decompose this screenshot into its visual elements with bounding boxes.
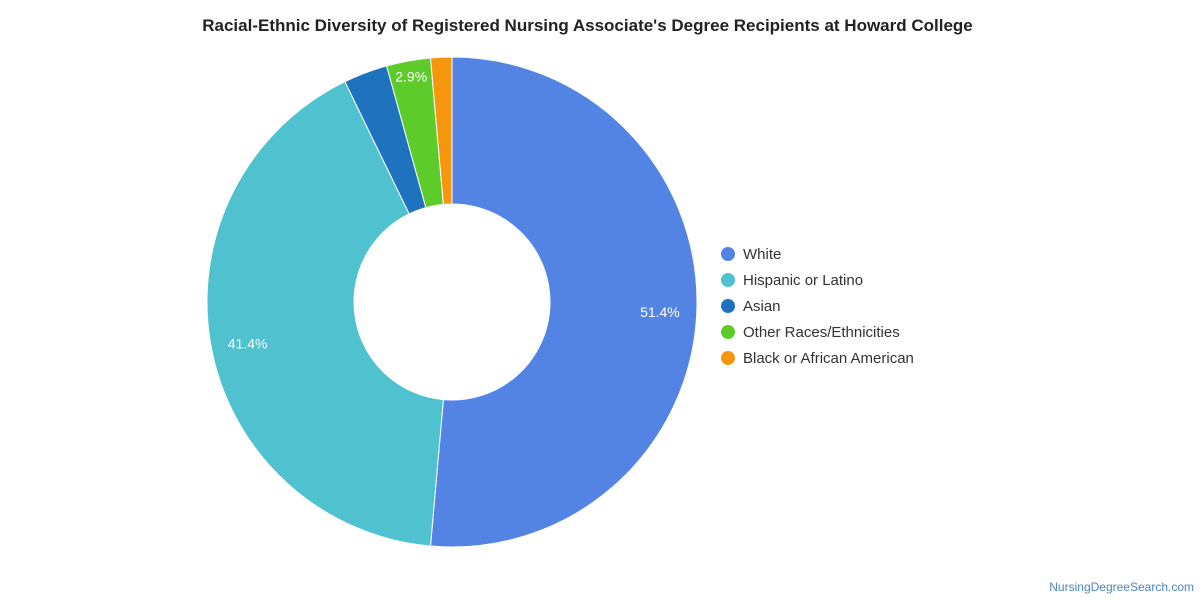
slice-black-or-african-american[interactable] (429, 56, 453, 205)
slice-label-white: 51.4% (640, 304, 680, 320)
slice-white[interactable] (429, 56, 698, 548)
slice-hispanic-or-latino[interactable] (206, 80, 444, 547)
legend-item-black-or-african-american[interactable]: Black or African American (721, 345, 914, 371)
chart-title: Racial-Ethnic Diversity of Registered Nu… (202, 16, 973, 35)
legend-label-black-or-african-american: Black or African American (743, 349, 914, 367)
legend-item-asian[interactable]: Asian (721, 293, 914, 319)
legend-swatch-other-races (721, 325, 735, 339)
legend-swatch-white (721, 247, 735, 261)
legend-label-other-races: Other Races/Ethnicities (743, 323, 900, 341)
legend-item-white[interactable]: White (721, 241, 914, 267)
legend-swatch-black-or-african-american (721, 351, 735, 365)
legend-item-hispanic-or-latino[interactable]: Hispanic or Latino (721, 267, 914, 293)
donut-chart: 51.4% 41.4% 2.9% (206, 56, 698, 548)
source-credit[interactable]: NursingDegreeSearch.com (1049, 580, 1194, 594)
slice-label-hispanic-or-latino: 41.4% (228, 335, 268, 351)
legend-label-white: White (743, 245, 782, 263)
slice-label-other-races-ethnicities: 2.9% (395, 69, 427, 85)
legend-swatch-hispanic-or-latino (721, 273, 735, 287)
legend-label-asian: Asian (743, 297, 781, 315)
legend: White Hispanic or Latino Asian Other Rac… (721, 241, 914, 371)
legend-item-other-races[interactable]: Other Races/Ethnicities (721, 319, 914, 345)
legend-swatch-asian (721, 299, 735, 313)
legend-label-hispanic-or-latino: Hispanic or Latino (743, 271, 864, 289)
